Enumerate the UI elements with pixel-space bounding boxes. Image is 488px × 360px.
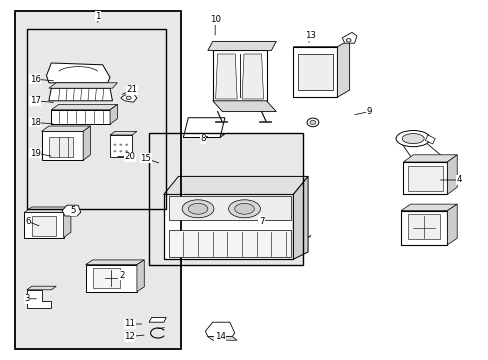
- Polygon shape: [49, 88, 112, 101]
- Circle shape: [113, 144, 116, 146]
- Bar: [93, 268, 120, 288]
- Polygon shape: [41, 131, 83, 160]
- Polygon shape: [121, 94, 137, 102]
- Polygon shape: [85, 265, 137, 292]
- Polygon shape: [183, 134, 224, 138]
- Ellipse shape: [228, 200, 260, 218]
- Polygon shape: [62, 205, 81, 216]
- Ellipse shape: [395, 130, 429, 147]
- Text: 2: 2: [119, 271, 125, 280]
- Polygon shape: [425, 135, 434, 144]
- Polygon shape: [215, 54, 237, 99]
- Bar: [168, 196, 290, 220]
- Text: 21: 21: [126, 85, 137, 94]
- Text: 13: 13: [305, 31, 315, 40]
- Circle shape: [309, 120, 315, 125]
- Bar: [27, 29, 166, 209]
- Circle shape: [306, 118, 318, 127]
- Polygon shape: [205, 322, 234, 337]
- Text: 12: 12: [124, 332, 135, 341]
- Bar: [15, 11, 181, 349]
- Polygon shape: [212, 101, 276, 112]
- Polygon shape: [293, 47, 337, 58]
- Polygon shape: [400, 204, 456, 211]
- Circle shape: [113, 150, 116, 152]
- Circle shape: [119, 144, 122, 146]
- Polygon shape: [110, 104, 117, 124]
- Polygon shape: [293, 176, 307, 259]
- Circle shape: [125, 144, 128, 146]
- Polygon shape: [163, 176, 307, 194]
- Polygon shape: [215, 121, 227, 122]
- Text: 9: 9: [366, 107, 371, 116]
- Polygon shape: [63, 207, 71, 238]
- Circle shape: [125, 150, 128, 152]
- Polygon shape: [137, 260, 144, 292]
- Bar: [49, 137, 73, 157]
- Polygon shape: [163, 194, 293, 259]
- Polygon shape: [207, 41, 276, 50]
- Bar: [27, 29, 166, 209]
- Ellipse shape: [234, 203, 254, 214]
- Polygon shape: [183, 118, 224, 138]
- Bar: [149, 133, 303, 265]
- Polygon shape: [212, 50, 266, 101]
- Polygon shape: [83, 126, 90, 160]
- Bar: [15, 11, 181, 349]
- Polygon shape: [41, 126, 90, 131]
- Polygon shape: [447, 155, 456, 194]
- Polygon shape: [207, 337, 237, 340]
- Polygon shape: [24, 212, 63, 238]
- Text: 17: 17: [30, 96, 41, 105]
- Text: 4: 4: [456, 175, 462, 184]
- Circle shape: [346, 39, 350, 42]
- Circle shape: [119, 150, 122, 152]
- Text: 1: 1: [95, 12, 101, 21]
- Polygon shape: [259, 121, 271, 122]
- Polygon shape: [403, 155, 456, 162]
- Text: 6: 6: [25, 217, 31, 226]
- Polygon shape: [51, 110, 110, 124]
- Ellipse shape: [182, 200, 214, 218]
- Bar: [407, 214, 439, 239]
- Bar: [32, 216, 56, 236]
- Polygon shape: [110, 135, 132, 157]
- Text: 8: 8: [200, 134, 205, 143]
- Polygon shape: [337, 40, 349, 97]
- Text: 14: 14: [214, 332, 225, 341]
- Polygon shape: [27, 290, 51, 308]
- Text: 19: 19: [30, 149, 41, 158]
- Polygon shape: [149, 318, 166, 322]
- Text: 5: 5: [70, 206, 76, 215]
- Text: 11: 11: [124, 320, 135, 328]
- Polygon shape: [342, 32, 356, 43]
- Circle shape: [126, 96, 131, 100]
- Text: 18: 18: [30, 118, 41, 127]
- Ellipse shape: [188, 203, 207, 214]
- Polygon shape: [242, 54, 263, 99]
- Ellipse shape: [401, 134, 423, 144]
- Polygon shape: [85, 260, 144, 265]
- Polygon shape: [447, 204, 456, 245]
- Bar: [149, 133, 303, 265]
- Polygon shape: [400, 211, 447, 245]
- Polygon shape: [51, 104, 117, 110]
- Text: 15: 15: [140, 154, 151, 163]
- Text: 10: 10: [209, 15, 220, 24]
- Polygon shape: [24, 207, 71, 212]
- Polygon shape: [403, 162, 447, 194]
- Polygon shape: [27, 286, 56, 290]
- Text: 20: 20: [124, 152, 135, 161]
- Polygon shape: [110, 131, 137, 135]
- Bar: [407, 166, 442, 191]
- Text: 16: 16: [30, 75, 41, 84]
- Bar: [298, 54, 332, 90]
- Text: 3: 3: [24, 294, 30, 303]
- Polygon shape: [46, 63, 110, 83]
- Bar: [168, 230, 290, 257]
- Text: 7: 7: [258, 217, 264, 226]
- Polygon shape: [293, 47, 337, 97]
- Polygon shape: [49, 83, 117, 88]
